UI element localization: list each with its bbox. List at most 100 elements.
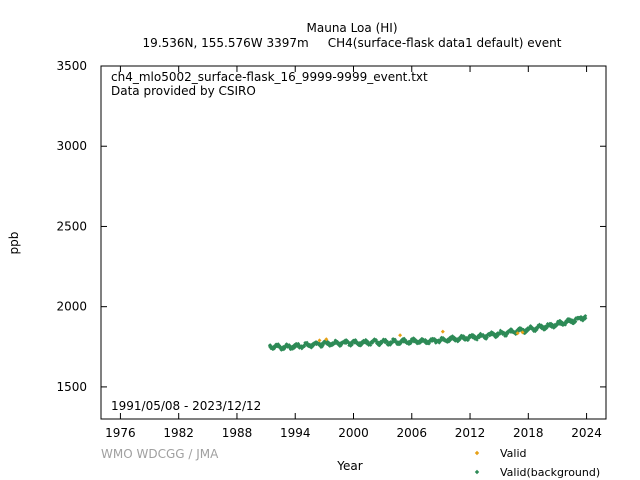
legend-marker xyxy=(474,469,480,475)
data-point-background xyxy=(565,320,569,324)
data-point-background xyxy=(475,338,479,342)
data-point-valid xyxy=(440,329,445,334)
x-axis-label: Year xyxy=(336,459,362,473)
data-point-background xyxy=(330,344,334,348)
data-point-background xyxy=(339,344,343,348)
data-point-background xyxy=(291,347,295,351)
data-point-background xyxy=(485,336,489,340)
data-point-background xyxy=(408,342,412,346)
y-axis-label: ppb xyxy=(7,232,21,255)
x-tick-label: 2024 xyxy=(571,426,602,440)
data-point-background xyxy=(554,324,559,328)
series-valid xyxy=(317,329,525,343)
data-point-background xyxy=(499,331,503,335)
x-tick-label: 2018 xyxy=(513,426,544,440)
annotation-provider: Data provided by CSIRO xyxy=(111,84,256,98)
data-point-background xyxy=(441,336,445,340)
data-point-background xyxy=(433,337,437,341)
data-point-background xyxy=(451,334,455,338)
data-point-background xyxy=(581,319,585,323)
x-tick-label: 2006 xyxy=(396,426,427,440)
data-point-background xyxy=(493,332,497,336)
data-point-background xyxy=(338,344,342,348)
data-point-background xyxy=(498,328,502,332)
data-point-background xyxy=(510,327,514,331)
plot-frame xyxy=(100,65,607,420)
plot-border xyxy=(100,65,607,420)
data-point-background xyxy=(360,342,364,346)
data-point-background xyxy=(570,320,574,324)
y-tick-label: 3500 xyxy=(56,59,87,73)
data-point-background xyxy=(418,341,422,345)
data-point-background xyxy=(333,338,337,342)
credit-text: WMO WDCGG / JMA xyxy=(101,447,219,461)
data-point-background xyxy=(463,335,467,339)
data-point-background xyxy=(423,338,427,342)
data-point-background xyxy=(545,326,549,330)
data-point-background xyxy=(558,318,562,323)
data-point-background xyxy=(389,342,393,346)
legend-marker xyxy=(474,450,480,456)
y-axis: 1500 2000 2500 3000 3500 xyxy=(56,59,606,394)
data-point-valid xyxy=(520,330,525,335)
data-point-background xyxy=(320,345,324,349)
data-point-background xyxy=(491,331,495,335)
date-range: 1991/05/08 - 2023/12/12 xyxy=(111,399,261,413)
data-point-background xyxy=(538,323,542,327)
data-point-background xyxy=(506,331,510,335)
data-point-background xyxy=(582,315,586,319)
data-point-background xyxy=(549,324,553,329)
x-tick-label: 2000 xyxy=(338,426,369,440)
data-point-background xyxy=(275,342,279,346)
data-point-background xyxy=(300,346,304,350)
data-point-background xyxy=(471,335,475,339)
annotation-file: ch4_mlo5002_surface-flask_16_9999-9999_e… xyxy=(111,70,428,84)
y-tick-label: 3000 xyxy=(56,139,87,153)
data-point-background xyxy=(412,336,416,340)
data-point-background xyxy=(583,317,587,321)
data-point-background xyxy=(297,342,301,346)
data-point-background xyxy=(584,314,588,318)
data-point-background xyxy=(404,338,408,342)
x-tick-label: 1994 xyxy=(280,426,311,440)
data-point-background xyxy=(559,319,563,324)
data-point-background xyxy=(425,340,429,344)
chart-title: Mauna Loa (HI) xyxy=(307,21,398,35)
data-point-background xyxy=(525,329,529,334)
data-point-background xyxy=(374,338,378,342)
data-point-background xyxy=(489,330,493,334)
data-point-background xyxy=(551,323,555,327)
chart-subtitle: 19.536N, 155.576W 3397m CH4(surface-flas… xyxy=(143,36,562,50)
data-point-background xyxy=(284,345,288,349)
data-point-background xyxy=(476,333,480,337)
data-point-background xyxy=(504,334,509,338)
series-layer xyxy=(267,314,588,352)
data-point-background xyxy=(385,339,390,343)
data-point-background xyxy=(393,337,397,341)
data-point-background xyxy=(584,316,588,320)
data-point-background xyxy=(388,341,392,345)
data-point-background xyxy=(321,343,325,347)
data-point-background xyxy=(522,328,526,332)
x-tick-label: 2012 xyxy=(455,426,486,440)
data-point-background xyxy=(495,335,499,339)
data-point-valid xyxy=(317,338,322,343)
data-point-background xyxy=(354,339,358,343)
data-point-background xyxy=(533,329,537,334)
data-point-background xyxy=(462,334,466,338)
x-tick-label: 1982 xyxy=(163,426,194,440)
data-point-background xyxy=(568,317,572,321)
data-point-background xyxy=(404,339,408,343)
y-tick-label: 2500 xyxy=(56,219,87,233)
data-point-background xyxy=(383,341,387,345)
data-point-background xyxy=(369,343,373,347)
data-point-background xyxy=(524,331,528,335)
data-point-background xyxy=(437,341,441,345)
data-point-background xyxy=(517,329,521,333)
x-tick-label: 1988 xyxy=(222,426,253,440)
x-axis: 1976 1982 1988 1994 2000 2006 2012 2018 2024 xyxy=(105,66,602,440)
data-point-background xyxy=(344,341,348,345)
data-point-background xyxy=(574,320,578,324)
data-point-background xyxy=(466,338,470,342)
